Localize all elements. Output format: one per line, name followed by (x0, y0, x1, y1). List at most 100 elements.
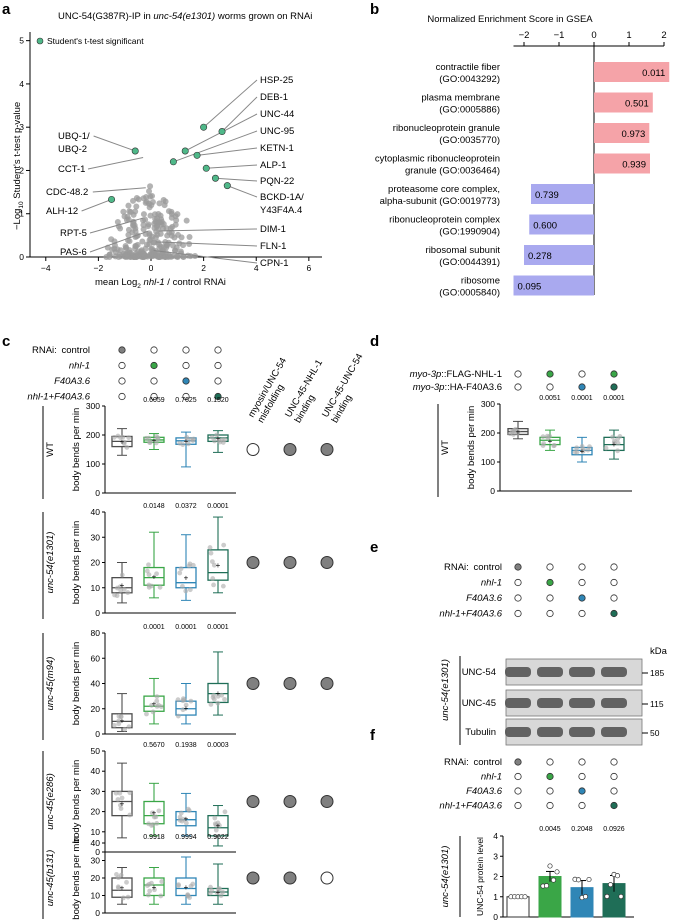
volcano-point (132, 208, 139, 215)
volcano-sig-point (108, 195, 116, 203)
volcano-point (161, 202, 168, 209)
data-point (213, 827, 219, 833)
data-point (178, 566, 184, 572)
condition-dot (514, 801, 522, 810)
p-value: 0.6059 (143, 397, 165, 404)
volcano-leader (153, 250, 258, 264)
volcano-point (126, 208, 133, 215)
data-point (150, 709, 156, 715)
gsea-bar (524, 245, 594, 265)
data-point (149, 810, 155, 816)
data-point (507, 431, 513, 437)
y-tick-label: 300 (86, 401, 100, 411)
panel-c-rnai-matrix: RNAi: control nhl-1 F40A3.6 nhl-1+F40A3.6 (27, 345, 222, 403)
data-point (117, 790, 123, 796)
data-point (190, 881, 196, 887)
data-point (145, 892, 151, 898)
condition-dot (578, 578, 586, 587)
data-point (615, 436, 621, 442)
blot-strain-label: unc-54(e1301) (440, 659, 451, 721)
volcano-point (152, 234, 159, 241)
y-tick-label: 80 (91, 628, 101, 638)
construct-dot (514, 370, 522, 378)
data-point (216, 886, 221, 892)
volcano-ytick-label: 2 (19, 165, 24, 175)
rnai-label: RNAi: (444, 757, 469, 768)
condition-dot (514, 772, 522, 781)
mean-marker: + (184, 704, 189, 713)
volcano-label: DIM-1 (260, 224, 286, 235)
volcano-ytick-label: 1 (19, 209, 24, 219)
y-tick-label: 30 (91, 856, 101, 866)
strain-label: unc-45(e286) (45, 773, 56, 830)
data-point (187, 587, 193, 593)
data-point (146, 562, 151, 568)
p-value: 0.9918 (143, 834, 165, 841)
volcano-protein-labels: HSP-25 DEB-1 UNC-44 UNC-95 KETN-1 ALP-1 PQN-22… (46, 75, 304, 269)
strain-row: 0 100 200 300 body bends per min WT + +0.6059 +0… (42, 397, 334, 499)
data-point (207, 545, 213, 550)
data-point (585, 447, 591, 453)
p-value: 0.0001 (603, 395, 625, 402)
mean-marker: + (216, 434, 221, 443)
volcano-point (146, 204, 153, 211)
condition-dot (610, 594, 618, 602)
panel-f-rnai-matrix: RNAi: control nhl-1 F40A3.6 nhl-1+F40A3.6 (439, 757, 618, 812)
data-point (177, 570, 183, 576)
condition-dot (610, 772, 618, 781)
condition-dot (610, 801, 618, 810)
p-value: 0.7625 (175, 397, 197, 404)
condition-dot (150, 346, 158, 354)
p-value: 0.0926 (603, 826, 625, 833)
strain-label: unc-54(e1301) (440, 846, 451, 908)
volcano-nonsig-points (103, 183, 199, 260)
y-axis-label: body bends per min (71, 760, 82, 843)
quant-bar (538, 876, 562, 918)
panel-f-barplot: 0 1 2 3 4 UNC-54 protein level unc-54(e1301) 0.… (440, 826, 634, 922)
data-point (176, 882, 181, 888)
y-axis-label: body bends per min (71, 521, 82, 604)
data-point (178, 810, 184, 816)
volcano-point (146, 188, 153, 195)
data-point (155, 436, 161, 442)
volcano-point (124, 253, 131, 260)
blot-band (601, 667, 627, 677)
data-point (214, 432, 220, 438)
mean-marker: + (184, 883, 189, 892)
data-point (552, 443, 557, 448)
data-point (212, 438, 217, 444)
mechanism-indicator (320, 443, 334, 456)
condition-label: F40A3.6 (54, 376, 91, 387)
data-point (175, 713, 181, 719)
volcano-leader (203, 79, 258, 128)
data-point (211, 582, 216, 588)
y-tick-label: 10 (91, 891, 101, 901)
p-value: 0.0001 (143, 624, 165, 631)
data-point (211, 562, 217, 568)
volcano-point (173, 217, 180, 224)
gsea-term-id: granule (GO:0036464) (405, 166, 500, 177)
volcano-leader (206, 164, 258, 169)
construct-dot (610, 383, 618, 391)
panel-b-gsea: Normalized Enrichment Score in GSEA −2 −1… (375, 14, 670, 299)
condition-label: control (473, 757, 502, 768)
volcano-label: UNC-95 (260, 126, 294, 137)
volcano-point (142, 216, 149, 223)
blot-band (505, 667, 531, 677)
volcano-point (135, 248, 142, 255)
data-point (116, 885, 121, 891)
blot-band-label: Tubulin (465, 727, 496, 738)
condition-label: nhl-1 (69, 361, 90, 372)
data-point (214, 890, 220, 896)
gsea-bar-label: 0.600 (533, 221, 557, 232)
data-point (210, 576, 216, 581)
mechanism-indicator (320, 677, 334, 690)
volcano-label: CCT-1 (58, 164, 85, 175)
volcano-point (111, 245, 118, 252)
data-point (540, 434, 546, 440)
volcano-sig-point (223, 182, 231, 190)
data-point (125, 590, 131, 595)
mechanism-indicator (246, 795, 260, 808)
panel-f-quantification: RNAi: control nhl-1 F40A3.6 nhl-1+F40A3.6 0 1… (439, 757, 634, 922)
